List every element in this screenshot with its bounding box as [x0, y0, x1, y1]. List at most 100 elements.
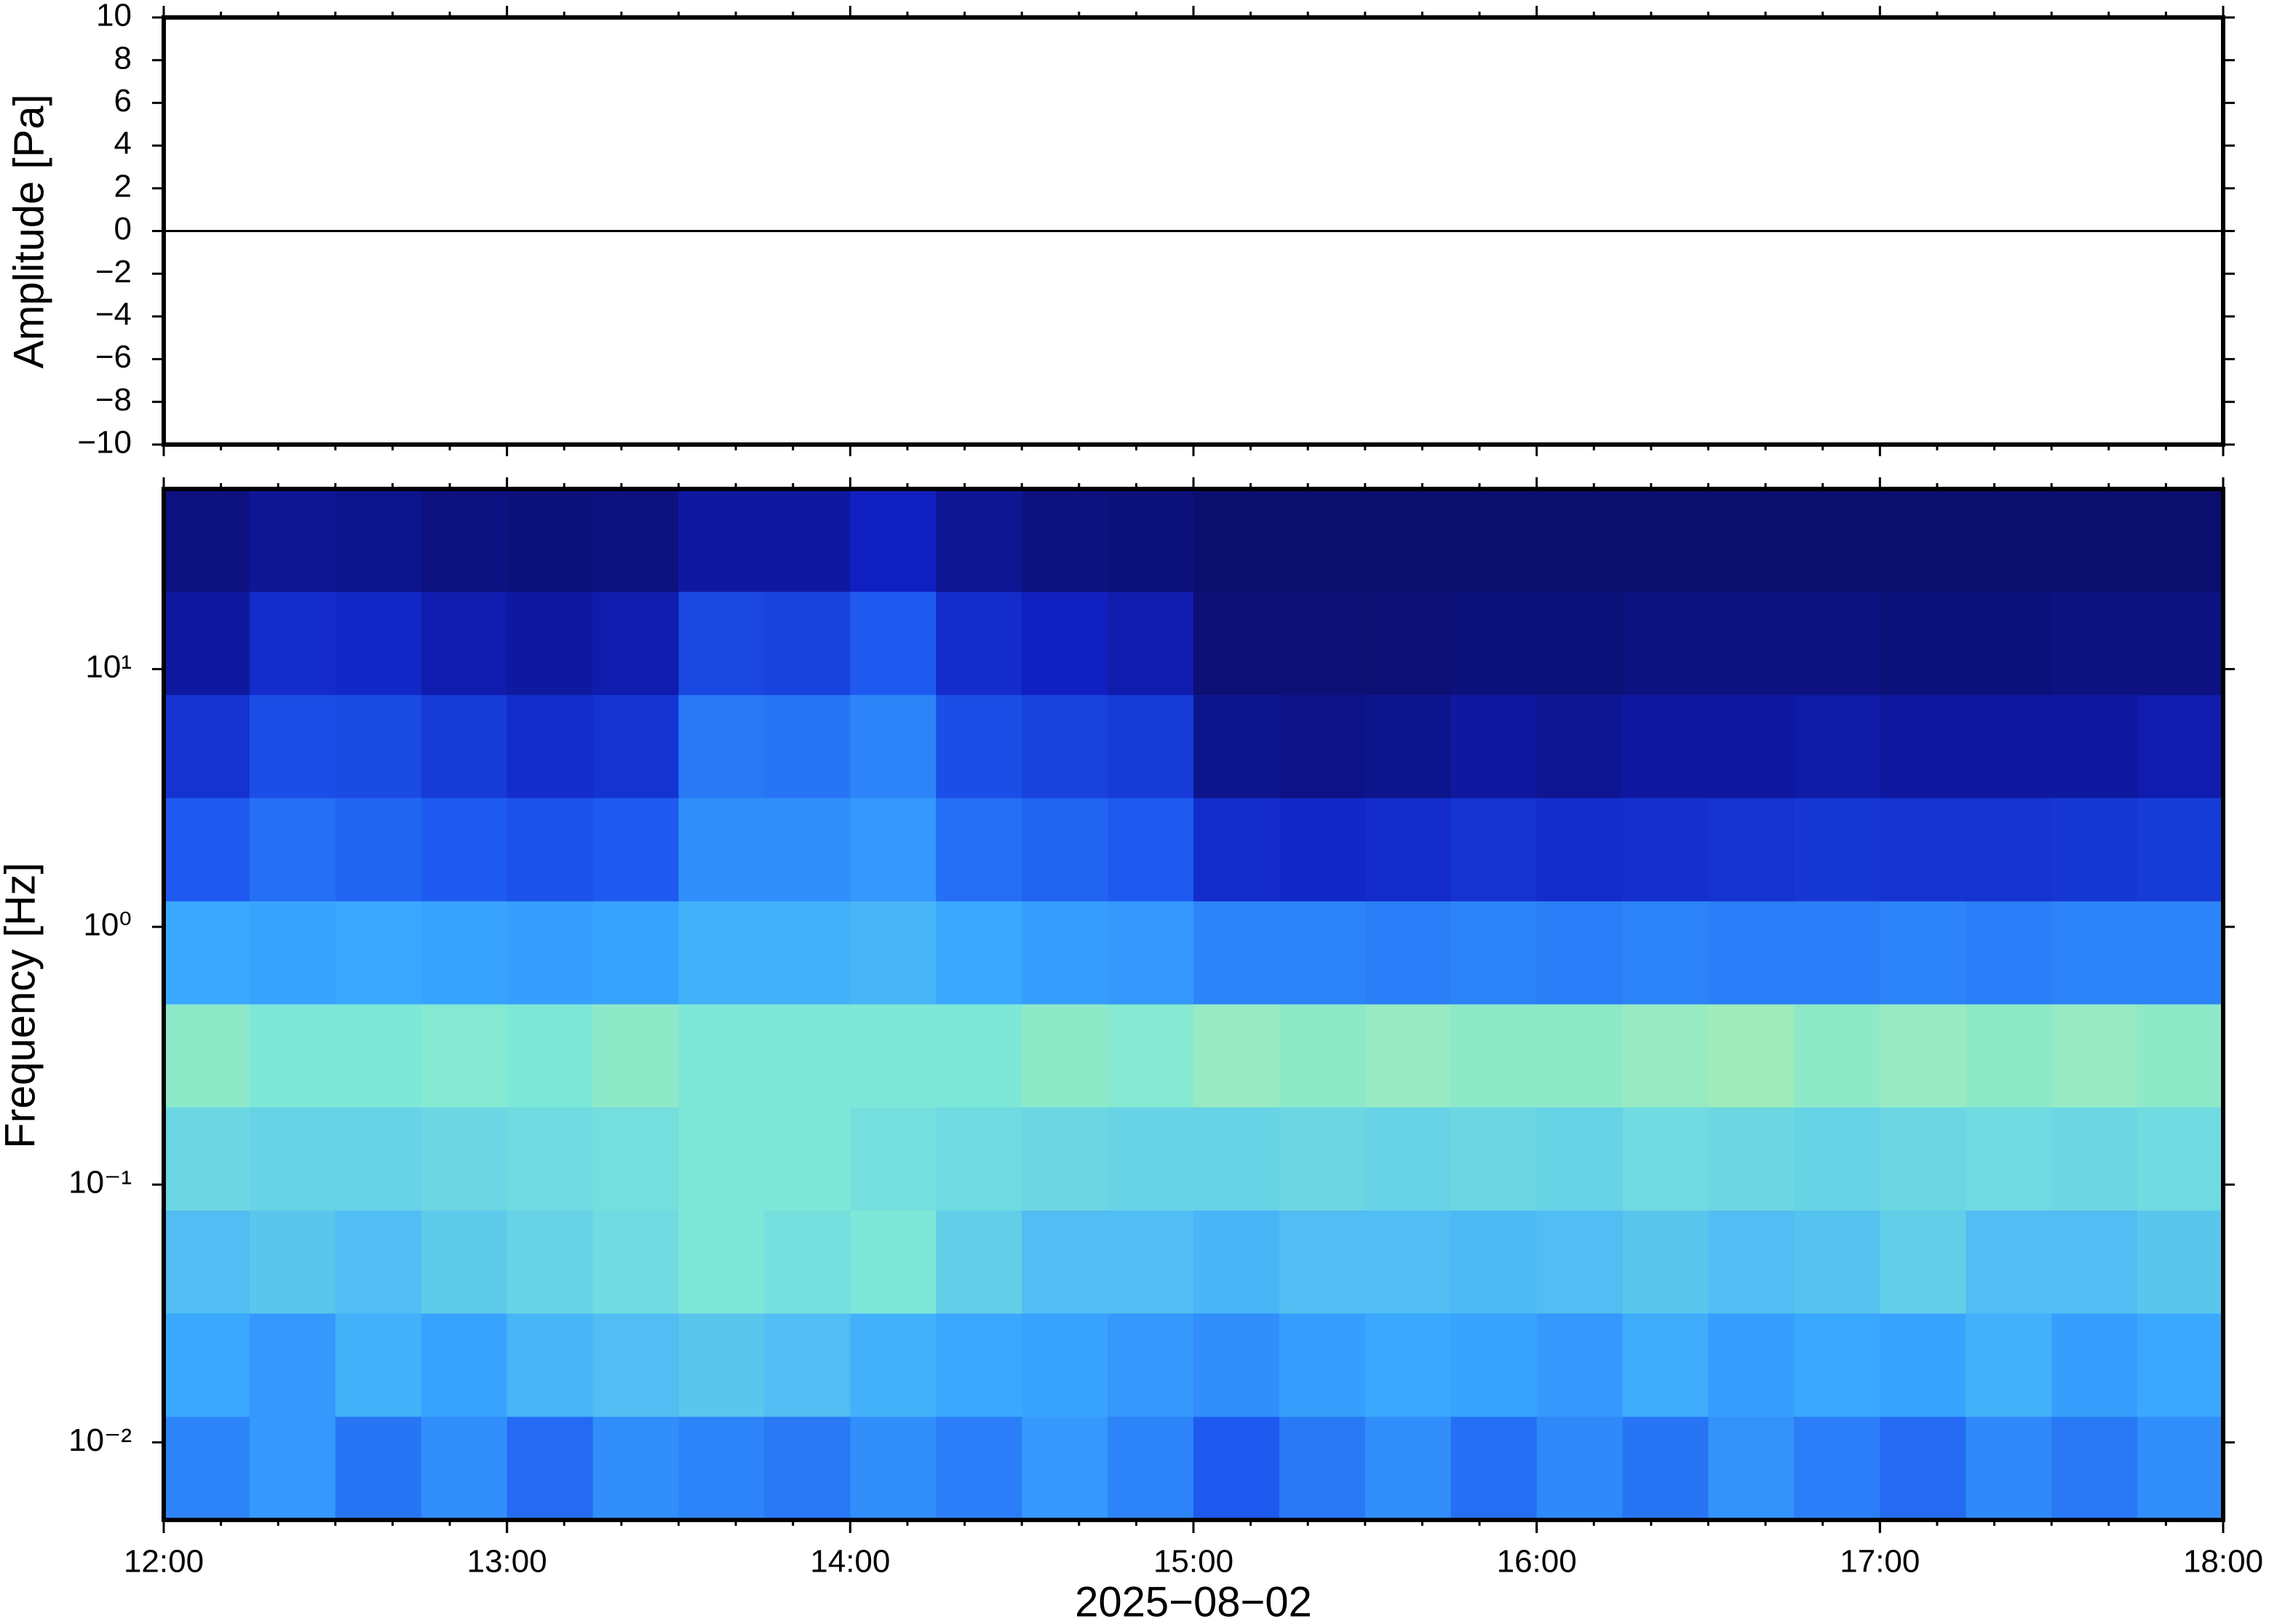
spectrogram-cell [592, 694, 679, 798]
y-tick-label: −8 [95, 382, 132, 418]
spectrogram-cell [936, 591, 1022, 696]
x-tick-label: 12:00 [124, 1544, 204, 1580]
spectrogram-cell [1193, 1416, 1280, 1521]
spectrogram-cell [335, 694, 422, 798]
spectrogram-cell [1966, 1416, 2052, 1521]
spectrogram-cell [1279, 797, 1366, 901]
spectrogram-cell [1880, 591, 1966, 696]
spectrogram-cell [936, 1107, 1022, 1211]
x-tick-label: 16:00 [1497, 1544, 1577, 1580]
spectrogram-cell [164, 1313, 250, 1417]
spectrogram-cell [335, 1313, 422, 1417]
spectrogram-cell [1794, 1003, 1880, 1107]
spectrogram-cell [678, 1107, 765, 1211]
spectrogram-cell [164, 591, 250, 696]
spectrogram-cell [1450, 797, 1538, 901]
y-tick-label: 10⁻² [68, 1422, 132, 1458]
spectrogram-cell [1708, 1210, 1795, 1314]
spectrogram-cell [1193, 901, 1280, 1005]
spectrogram-cell [421, 1313, 508, 1417]
spectrogram-cell [1022, 1313, 1108, 1417]
spectrogram-cell [1279, 591, 1366, 696]
spectrogram-cell [1536, 591, 1624, 696]
spectrogram-cell [1708, 797, 1795, 901]
spectrogram-cell [1279, 1313, 1366, 1417]
spectrogram-cell [1536, 1210, 1624, 1314]
y-tick-label: 0 [114, 211, 132, 247]
spectrogram-cell [1622, 694, 1709, 798]
spectrogram-cell [249, 1003, 336, 1107]
spectrogram-cell [164, 797, 250, 901]
spectrogram-cell [164, 1416, 250, 1521]
spectrogram-cell [1364, 1416, 1452, 1521]
spectrogram-cell [1536, 1107, 1624, 1211]
y-tick-label: −6 [95, 339, 132, 375]
spectrogram-cell [249, 591, 336, 696]
spectrogram-cell [249, 1210, 336, 1314]
spectrogram-cell [2137, 901, 2224, 1005]
y-tick-label: 6 [114, 83, 132, 119]
spectrogram-cell [1364, 1210, 1452, 1314]
spectrogram-cell [1966, 489, 2052, 592]
spectrogram-cell [2137, 591, 2224, 696]
y-tick-label: 2 [114, 168, 132, 204]
spectrogram-cell [1279, 1416, 1366, 1521]
spectrogram-cell [506, 901, 594, 1005]
spectrogram-cell [506, 1107, 594, 1211]
spectrogram-cell [1708, 1313, 1795, 1417]
date-axis-label: 2025−08−02 [1075, 1578, 1312, 1624]
spectrogram-cell [764, 901, 851, 1005]
y-tick-label: −2 [95, 254, 132, 290]
spectrogram-cell [1966, 1107, 2052, 1211]
spectrogram-cell [936, 1416, 1022, 1521]
spectrogram-cell [592, 797, 679, 901]
spectrogram-cell [1450, 1003, 1538, 1107]
spectrogram-cell [936, 489, 1022, 592]
spectrogram-cell [1022, 797, 1108, 901]
spectrogram-cell [164, 694, 250, 798]
spectrogram-cell [1364, 1003, 1452, 1107]
spectrogram-cell [1622, 1313, 1709, 1417]
spectrogram-cell [850, 1416, 937, 1521]
spectrogram-cell [764, 1003, 851, 1107]
spectrogram-cell [249, 797, 336, 901]
spectrogram-cell [506, 1313, 594, 1417]
frequency-axis-label: Frequency [Hz] [0, 862, 44, 1148]
spectrogram-cell [2137, 1003, 2224, 1107]
spectrogram-cell [2051, 901, 2138, 1005]
spectrogram-cell [1880, 1416, 1966, 1521]
spectrogram-cell [1708, 901, 1795, 1005]
spectrogram-cell [764, 591, 851, 696]
spectrogram-cell [2051, 1210, 2138, 1314]
spectrogram-cell [592, 1107, 679, 1211]
spectrogram-cell [2051, 1107, 2138, 1211]
y-tick-label: 10⁰ [83, 907, 132, 942]
spectrogram-cell [2137, 1416, 2224, 1521]
spectrogram-cell [421, 1003, 508, 1107]
spectrogram-cell [506, 1416, 594, 1521]
spectrogram-cell [678, 591, 765, 696]
spectrogram-cell [1794, 1416, 1880, 1521]
spectrogram-cell [764, 1313, 851, 1417]
spectrogram-cell [506, 1003, 594, 1107]
spectrogram-cell [1708, 1107, 1795, 1211]
spectrogram-cell [1708, 489, 1795, 592]
spectrogram-cell [678, 797, 765, 901]
spectrogram-cell [335, 489, 422, 592]
spectrogram-cell [1966, 1003, 2052, 1107]
spectrogram-cell [1364, 1107, 1452, 1211]
spectrogram-cell [335, 1003, 422, 1107]
spectrogram-cell [2051, 591, 2138, 696]
spectrogram-cell [421, 901, 508, 1005]
spectrogram-cell [1108, 489, 1194, 592]
spectrogram-cell [764, 1210, 851, 1314]
spectrogram-cell [1536, 489, 1624, 592]
spectrogram-cell [850, 797, 937, 901]
spectrogram-cell [1450, 1313, 1538, 1417]
spectrogram-cell [1022, 1107, 1108, 1211]
y-tick-label: 10⁻¹ [68, 1165, 132, 1201]
spectrogram-cell [678, 1313, 765, 1417]
spectrogram-cell [2051, 694, 2138, 798]
